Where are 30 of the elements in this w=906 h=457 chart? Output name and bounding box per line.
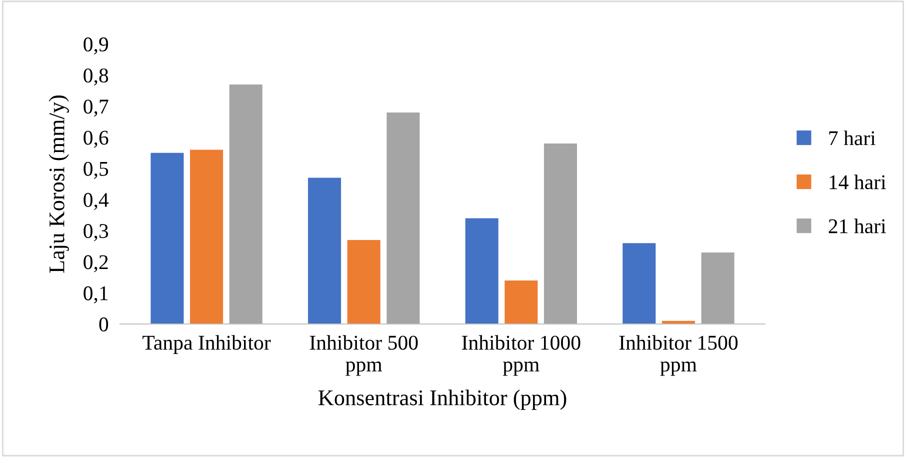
bar xyxy=(150,152,184,324)
y-tick-label: 0,2 xyxy=(84,255,108,272)
bar xyxy=(347,240,380,324)
y-tick-label: 0,9 xyxy=(84,37,108,54)
legend-label: 21 hari xyxy=(828,218,886,234)
x-tick-label: Tanpa Inhibitor xyxy=(142,335,271,354)
legend-label: 7 hari xyxy=(829,130,876,146)
y-tick-label: 0,7 xyxy=(84,100,108,117)
x-axis-title: Konsentrasi Inhibitor (ppm) xyxy=(318,390,566,410)
x-tick-label: Inhibitor 1000 ppm xyxy=(462,335,580,376)
bar xyxy=(386,112,420,324)
y-axis-title: Laju Korosi (mm/y) xyxy=(48,95,69,273)
y-tick-label: 0,8 xyxy=(84,68,108,86)
bar xyxy=(465,218,498,324)
bar xyxy=(229,84,262,324)
bar xyxy=(622,243,656,324)
bar xyxy=(308,178,342,324)
x-tick-label: Inhibitor 500 ppm xyxy=(310,335,418,376)
y-tick-label: 0 xyxy=(99,317,108,332)
x-tick-label: Inhibitor 1500 ppm xyxy=(619,335,738,376)
bar xyxy=(701,252,734,324)
legend-label: 14 hari xyxy=(830,174,886,190)
y-tick-label: 0,5 xyxy=(84,162,108,179)
y-tick-label: 0,3 xyxy=(84,224,108,242)
bar xyxy=(544,144,578,324)
y-tick-label: 0,4 xyxy=(84,192,109,210)
bar xyxy=(190,150,224,324)
bar xyxy=(504,280,538,324)
y-tick-label: 0,1 xyxy=(84,286,108,304)
y-tick-label: 0,6 xyxy=(84,130,108,148)
